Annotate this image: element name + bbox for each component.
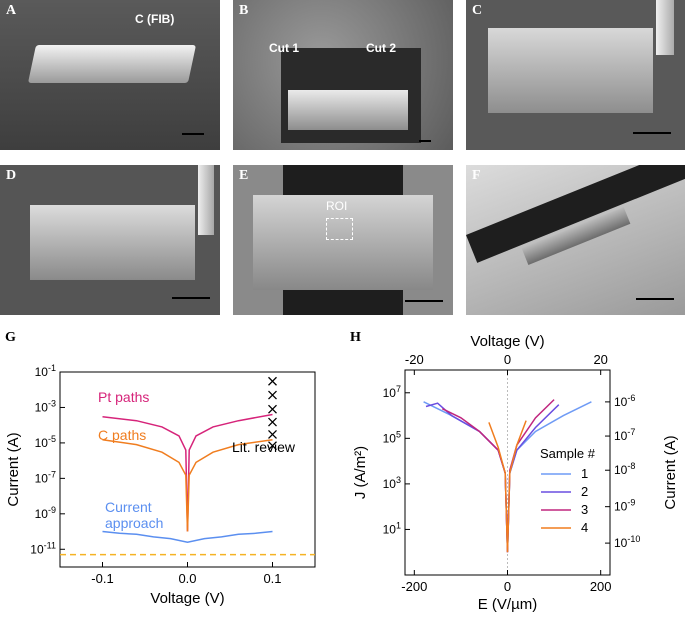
panel-g-label: G: [5, 330, 16, 345]
legend-label: 4: [581, 520, 588, 535]
lamella: [288, 90, 408, 130]
series-line: [425, 402, 560, 553]
y-axis-label: Current (A): [5, 432, 22, 506]
y-tick-label: 10-1: [35, 363, 56, 379]
y-tick-label: 107: [383, 384, 401, 400]
y-tick-label: 101: [383, 520, 401, 536]
series-line: [441, 399, 555, 553]
scale-bar: [405, 300, 443, 302]
top-x-tick-label: 20: [593, 352, 607, 367]
top-x-axis-label: Voltage (V): [470, 333, 544, 350]
series-line: [102, 530, 273, 543]
micromanipulator: [656, 0, 674, 55]
top-x-tick-label: -20: [405, 352, 424, 367]
chart-h: -200 0 200-20 0 2010710510310110-610-710-810…: [352, 333, 679, 613]
scale-bar: [636, 298, 674, 300]
y-tick-label: 103: [383, 475, 401, 491]
x-tick-label: 200: [590, 579, 612, 594]
panel-c: C: [466, 0, 685, 150]
annotation-cut-1: Cut 1: [269, 41, 299, 55]
panel-label: E: [239, 168, 249, 183]
roi-box: [326, 218, 353, 240]
y-tick-label: 10-11: [30, 540, 56, 556]
chart-g: -0.1 0.0 0.1 10-1 10-3 10-5 10-7 10-9 10-11 Volta…: [5, 363, 316, 607]
panel-e: E ROI: [233, 165, 453, 315]
panel-b: B Cut 1 Cut 2: [233, 0, 453, 150]
y-tick-label: 10-9: [35, 505, 56, 521]
y-tick-label: 10-5: [35, 434, 56, 450]
scale-bar: [172, 297, 210, 299]
legend-label: 1: [581, 466, 588, 481]
right-y-tick-label: 10-8: [614, 461, 635, 477]
lamella: [30, 205, 195, 280]
panel-label: B: [239, 3, 249, 18]
marker-label: Lit. review: [232, 439, 296, 455]
top-x-tick-label: 0: [504, 352, 511, 367]
series-label: approach: [105, 515, 163, 531]
scale-bar: [419, 140, 431, 142]
series-line: [488, 420, 527, 553]
x-tick-label: -200: [401, 579, 427, 594]
series-label: Current: [105, 499, 152, 515]
grid-shadow: [466, 165, 685, 263]
legend-label: 3: [581, 502, 588, 517]
series-label: C paths: [98, 427, 146, 443]
right-y-tick-label: 10-6: [614, 393, 635, 409]
panel-f: F: [466, 165, 685, 315]
legend-label: 2: [581, 484, 588, 499]
y-axis-label: J (A/m²): [352, 446, 369, 499]
marker-x: [268, 429, 277, 439]
series-line: [102, 439, 273, 532]
panel-d: D: [0, 165, 220, 315]
marker-x: [268, 404, 277, 414]
x-tick-label: 0.0: [178, 571, 196, 586]
scale-bar: [633, 132, 671, 134]
lamella: [253, 195, 433, 290]
y-tick-label: 10-3: [35, 398, 56, 414]
x-tick-label: 0: [504, 579, 511, 594]
right-y-axis-label: Current (A): [662, 435, 679, 509]
right-y-tick-label: 10-9: [614, 498, 635, 514]
x-tick-label: 0.1: [263, 571, 281, 586]
marker-x: [268, 390, 277, 400]
lamella: [488, 28, 653, 113]
panel-label: C: [472, 3, 483, 18]
annotation: C (FIB): [135, 12, 175, 26]
y-tick-label: 105: [383, 429, 401, 445]
annotation-roi: ROI: [326, 199, 348, 213]
marker-x: [268, 376, 277, 386]
series-label: Pt paths: [98, 389, 149, 405]
panel-label: F: [472, 168, 481, 183]
x-tick-label: -0.1: [91, 571, 113, 586]
panel-a: A C (FIB): [0, 0, 220, 150]
legend-title: Sample #: [540, 446, 596, 461]
marker-x: [268, 417, 277, 427]
x-axis-label: E (V/µm): [478, 596, 537, 613]
x-axis-label: Voltage (V): [150, 590, 224, 607]
right-y-tick-label: 10-10: [614, 534, 640, 550]
marker-x: [268, 441, 277, 451]
panel-label: D: [6, 168, 17, 183]
micromanipulator: [198, 165, 214, 235]
panel-label: A: [6, 3, 17, 18]
panel-h-label: H: [350, 330, 361, 345]
y-tick-label: 10-7: [35, 469, 56, 485]
scale-bar: [182, 133, 204, 135]
annotation-cut-2: Cut 2: [366, 41, 396, 55]
fib-deposit: [27, 45, 197, 83]
right-y-tick-label: 10-7: [614, 427, 635, 443]
